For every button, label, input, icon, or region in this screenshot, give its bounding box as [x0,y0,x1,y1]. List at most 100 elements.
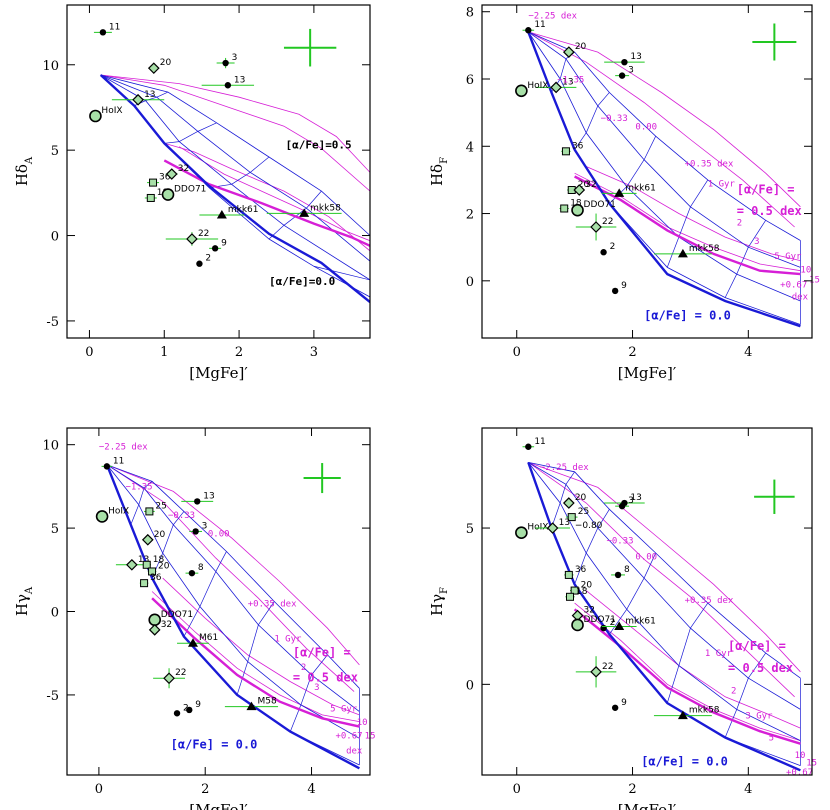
data-point: 36 [147,173,171,187]
data-point: 22 [153,668,187,689]
marker-diamond [126,558,138,571]
annotation: 0.00 [208,529,230,539]
annotation: [α/Fe] = 0.0 [644,309,731,323]
point-label: 13 [138,555,149,565]
point-label: 18 [570,199,582,209]
data-point: HoIX [89,106,123,123]
marker-diamond [546,522,559,534]
model-line-blue [106,464,360,739]
annotation: 10 [800,265,811,275]
point-label: 32 [161,620,172,630]
annotation: 1 Gyr [274,635,302,645]
data-point: 9 [611,281,627,295]
x-tick-label: 0 [95,782,103,797]
marker-triangle [614,188,625,197]
model-iso-line [748,652,766,679]
point-label: 8 [624,565,630,575]
annotation: +0.35 dex [685,159,734,169]
model-iso-line [736,677,749,710]
model-iso-line [231,172,251,185]
data-point: 18 [559,199,582,213]
model-iso-line [143,481,153,489]
model-line-magenta [528,462,795,698]
annotation: −1.35 [125,483,152,493]
marker-diamond [550,81,562,94]
data-point: 20 [147,561,170,576]
data-point: DDO71 [148,610,193,627]
point-label: 13 [203,491,214,501]
point-label: 3 [232,53,238,63]
x-tick-label: 2 [201,782,209,797]
marker-diamond [562,497,575,509]
annotation: 3 [754,237,759,247]
point-label: 20 [575,42,587,52]
point-label: 11 [534,437,545,447]
data-point: 8 [611,565,630,579]
point-label: 9 [195,700,201,710]
point-label: 20 [581,581,593,591]
point-label: 18 [153,555,165,565]
marker-dot [618,502,626,510]
model-iso-line [209,183,232,189]
x-tick-label: 4 [307,782,315,797]
marker-triangle [677,710,688,720]
model-iso-line [162,524,174,554]
point-label: 25 [155,501,166,511]
model-iso-line [690,602,709,629]
data-point: 3 [189,521,207,535]
x-tick-label: 4 [744,345,752,360]
point-label: 18 [576,587,588,597]
marker-square [145,507,154,516]
model-iso-line [199,571,217,607]
point-label: 13 [234,75,245,85]
annotation: 0.00 [635,552,657,562]
annotation: +0.35 dex [685,596,734,606]
marker-circle [515,526,528,540]
point-label: mkk61 [228,205,259,215]
axes-frame [481,427,813,776]
data-point: DDO71 [571,200,616,217]
y-axis-label-main: Hγ [428,594,446,616]
data-point: 20 [141,530,166,546]
marker-triangle [677,248,688,258]
x-tick-label: 0 [85,345,93,360]
point-label: 36 [575,565,587,575]
data-point: mkk61 [601,617,656,631]
y-tick-label: 5 [51,522,59,537]
point-label: 36 [159,173,171,183]
point-label: 20 [578,180,590,190]
model-iso-line [748,220,766,248]
model-iso-line [585,527,599,554]
data-point: M61 [177,633,218,647]
model-iso-line [559,484,567,504]
data-point: 9 [209,238,227,252]
model-iso-line [268,225,285,240]
data-point: 2 [173,703,189,717]
marker-square [567,513,576,522]
y-axis-label: HδA [13,156,35,186]
point-label: 36 [150,573,162,583]
data-point: 3 [615,496,634,510]
data-point: 36 [564,565,587,579]
marker-dot [525,27,532,34]
marker-dot [614,571,622,579]
model-line-magenta [574,172,801,272]
annotation: 10 [357,718,368,728]
annotation: [α/Fe]=0.0 [269,275,335,288]
point-label: 32 [585,180,596,190]
point-label: 20 [154,530,166,540]
annotation: 2 [731,687,736,697]
point-label: 11 [113,456,124,466]
marker-circle [95,510,109,523]
data-point: 32 [573,180,597,196]
y-axis-label-sub: F [439,157,450,164]
model-line-blue [527,31,801,302]
annotation: +0.67 [335,731,362,741]
annotation: 10 [795,751,806,761]
x-axis-label: [MgFe]′ [189,364,248,382]
y-axis-label: HγF [428,587,450,616]
point-label: 11 [534,20,545,30]
data-point: 18 [142,555,164,569]
